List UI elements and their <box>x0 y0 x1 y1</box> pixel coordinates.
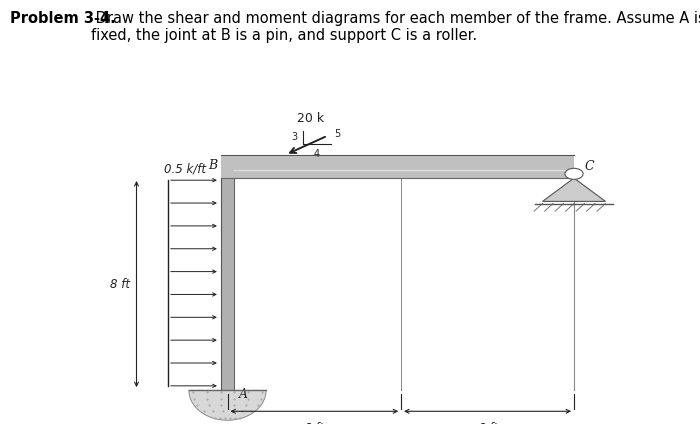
Text: B: B <box>209 159 218 172</box>
Text: A: A <box>239 388 248 401</box>
Text: 6 ft: 6 ft <box>477 422 498 424</box>
Text: Problem 3-4.: Problem 3-4. <box>10 11 116 25</box>
Text: 8 ft: 8 ft <box>109 278 130 290</box>
Polygon shape <box>542 178 606 201</box>
Text: 0.5 k/ft: 0.5 k/ft <box>164 163 206 176</box>
Polygon shape <box>189 391 266 420</box>
Circle shape <box>565 168 583 179</box>
Text: 6 ft: 6 ft <box>304 422 324 424</box>
Text: 4: 4 <box>314 149 320 159</box>
FancyBboxPatch shape <box>221 178 234 390</box>
Text: 20 k: 20 k <box>297 112 323 125</box>
FancyBboxPatch shape <box>221 155 574 178</box>
Text: Draw the shear and moment diagrams for each member of the frame. Assume A is
fix: Draw the shear and moment diagrams for e… <box>91 11 700 43</box>
Text: C: C <box>584 160 594 173</box>
Text: 5: 5 <box>335 128 341 139</box>
Text: 3: 3 <box>291 132 298 142</box>
